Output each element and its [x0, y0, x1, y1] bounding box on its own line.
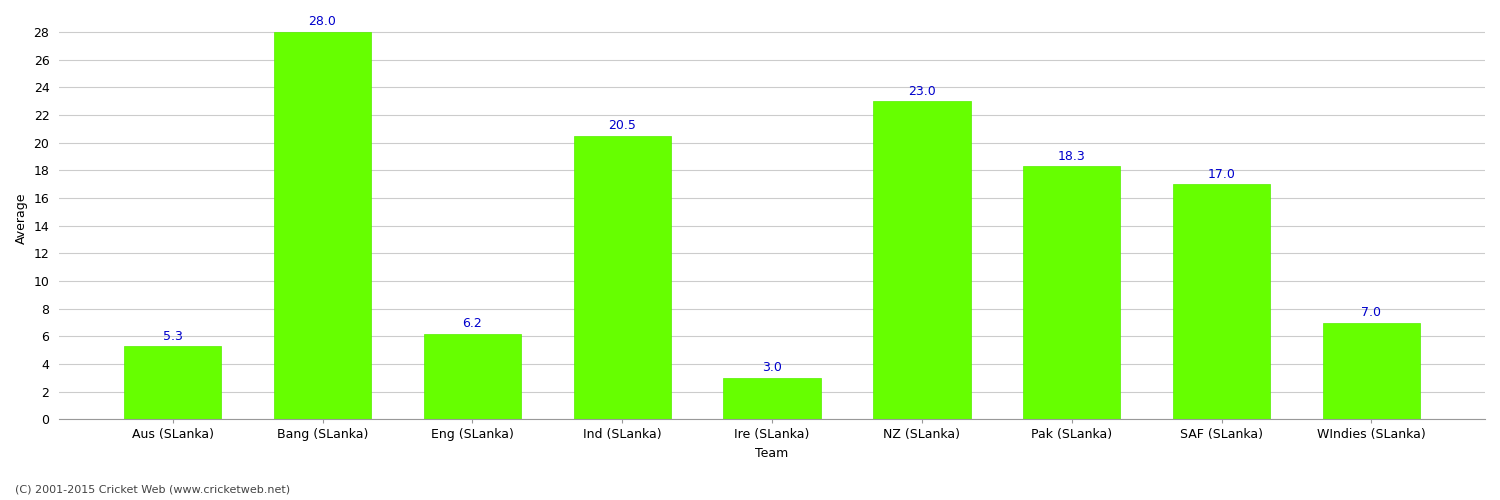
- Text: 7.0: 7.0: [1362, 306, 1382, 319]
- Bar: [1023, 166, 1120, 419]
- Bar: [873, 101, 970, 420]
- Text: 3.0: 3.0: [762, 362, 782, 374]
- Text: 18.3: 18.3: [1058, 150, 1086, 162]
- Text: 28.0: 28.0: [309, 16, 336, 28]
- Bar: [573, 136, 670, 420]
- Text: 6.2: 6.2: [462, 317, 482, 330]
- Text: 17.0: 17.0: [1208, 168, 1236, 180]
- Y-axis label: Average: Average: [15, 193, 28, 244]
- X-axis label: Team: Team: [756, 447, 789, 460]
- Text: (C) 2001-2015 Cricket Web (www.cricketweb.net): (C) 2001-2015 Cricket Web (www.cricketwe…: [15, 485, 290, 495]
- Bar: [124, 346, 222, 420]
- Bar: [423, 334, 520, 420]
- Bar: [1323, 322, 1420, 420]
- Text: 20.5: 20.5: [609, 119, 636, 132]
- Bar: [1173, 184, 1270, 420]
- Text: 23.0: 23.0: [908, 84, 936, 98]
- Text: 5.3: 5.3: [162, 330, 183, 342]
- Bar: [274, 32, 370, 419]
- Bar: [723, 378, 821, 420]
